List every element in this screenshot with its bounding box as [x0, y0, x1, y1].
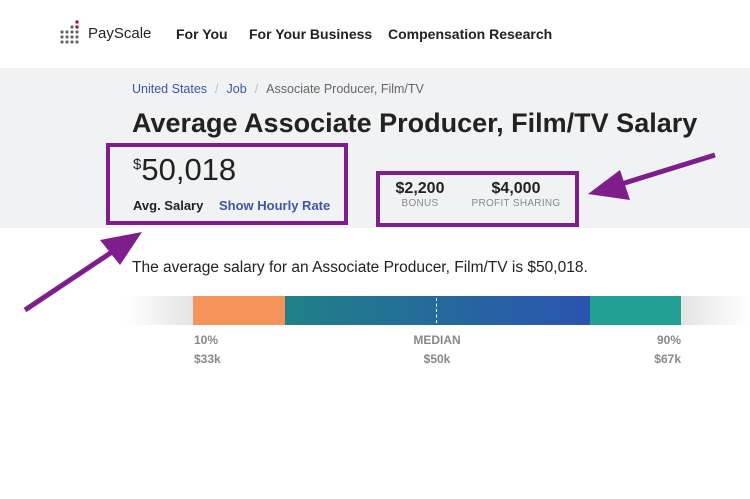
salary-summary-text: The average salary for an Associate Prod…: [132, 259, 588, 276]
breadcrumb-united-states[interactable]: United States: [132, 82, 208, 96]
profit-sharing-label: PROFIT SHARING: [471, 198, 561, 209]
range-fade-left: [125, 296, 193, 325]
bonus-value: $2,200: [395, 180, 445, 197]
page-title: Average Associate Producer, Film/TV Sala…: [132, 108, 698, 138]
range-fade-right: [681, 296, 750, 325]
arrow-icon: [588, 152, 716, 200]
pct-10-value: $33k: [194, 352, 221, 366]
breadcrumb-current: Associate Producer, Film/TV: [266, 82, 424, 96]
currency-symbol: $: [133, 156, 142, 173]
avg-salary-value: $50,018: [133, 152, 236, 188]
nav-for-you[interactable]: For You: [176, 26, 228, 42]
bonus-label: BONUS: [401, 198, 439, 209]
top-nav: PayScale For You For Your Business Compe…: [0, 0, 750, 68]
pct-90-value: $67k: [654, 352, 681, 366]
bonus: $2,200 BONUS: [389, 180, 451, 209]
pct-10-label: 10%: [194, 333, 219, 347]
arrow-icon: [23, 232, 142, 313]
median-value: $50k: [423, 352, 451, 366]
nav-for-your-business[interactable]: For Your Business: [249, 26, 373, 42]
show-hourly-rate-link[interactable]: Show Hourly Rate: [219, 198, 331, 213]
nav-compensation-research[interactable]: Compensation Research: [388, 26, 553, 42]
profit-sharing-value: $4,000: [491, 180, 541, 197]
breadcrumb-job[interactable]: Job: [226, 82, 247, 96]
payscale-logo-icon[interactable]: [60, 18, 84, 46]
brand-name[interactable]: PayScale: [88, 25, 152, 42]
annotation-box-salary: [106, 143, 348, 225]
pct-90-label: 90%: [656, 333, 681, 347]
profit-sharing: $4,000 PROFIT SHARING: [464, 180, 568, 209]
breadcrumb: United States / Job / Associate Producer, Fi…: [132, 82, 424, 96]
median-marker: [436, 298, 437, 323]
range-segment-mid: [285, 296, 590, 325]
salary-number: 50,018: [141, 152, 237, 187]
median-label: MEDIAN: [413, 333, 461, 347]
range-segment-low: [193, 296, 285, 325]
annotation-box-extras: [376, 171, 579, 227]
salary-summary-section: [0, 68, 750, 228]
range-segment-high: [590, 296, 681, 325]
avg-salary-label: Avg. Salary: [133, 198, 204, 213]
